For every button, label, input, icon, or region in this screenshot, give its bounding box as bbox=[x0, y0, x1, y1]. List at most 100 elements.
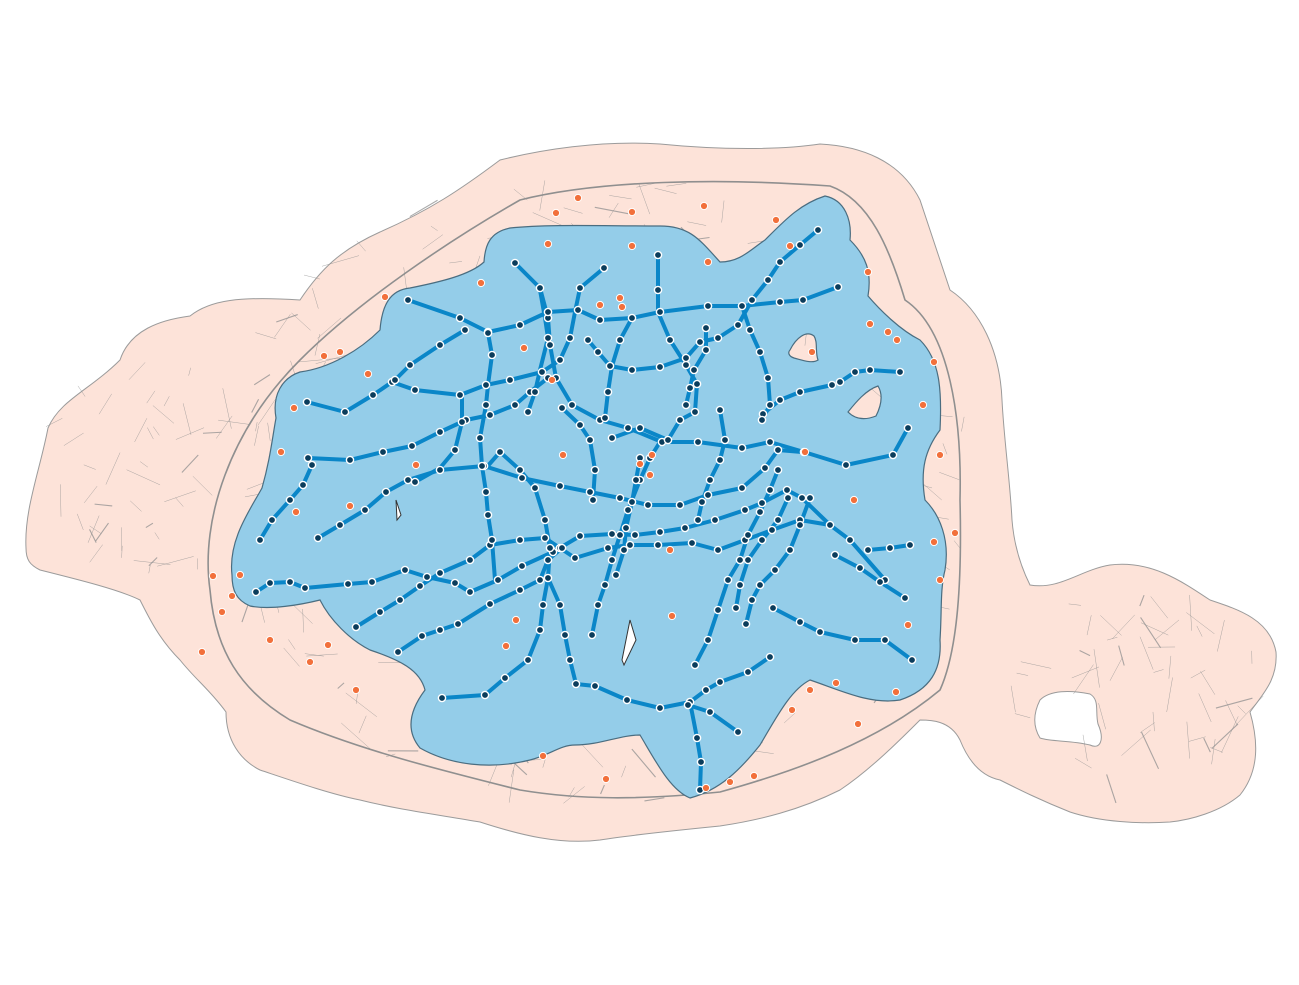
poi-marker[interactable] bbox=[197, 647, 207, 657]
station-marker[interactable] bbox=[302, 397, 312, 407]
station-marker[interactable] bbox=[740, 505, 750, 515]
station-marker[interactable] bbox=[285, 495, 295, 505]
station-marker[interactable] bbox=[627, 313, 637, 323]
station-marker[interactable] bbox=[303, 453, 313, 463]
station-marker[interactable] bbox=[795, 387, 805, 397]
station-marker[interactable] bbox=[530, 483, 540, 493]
station-marker[interactable] bbox=[783, 493, 793, 503]
station-marker[interactable] bbox=[681, 360, 691, 370]
station-marker[interactable] bbox=[655, 527, 665, 537]
station-marker[interactable] bbox=[515, 535, 525, 545]
station-marker[interactable] bbox=[715, 455, 725, 465]
station-marker[interactable] bbox=[605, 361, 615, 371]
station-marker[interactable] bbox=[683, 700, 693, 710]
station-marker[interactable] bbox=[450, 445, 460, 455]
station-marker[interactable] bbox=[760, 463, 770, 473]
station-marker[interactable] bbox=[543, 555, 553, 565]
poi-marker[interactable] bbox=[950, 528, 960, 538]
station-marker[interactable] bbox=[767, 525, 777, 535]
poi-marker[interactable] bbox=[319, 351, 329, 361]
station-marker[interactable] bbox=[493, 575, 503, 585]
station-marker[interactable] bbox=[775, 297, 785, 307]
poi-marker[interactable] bbox=[511, 615, 521, 625]
station-marker[interactable] bbox=[611, 570, 621, 580]
station-marker[interactable] bbox=[545, 543, 555, 553]
station-marker[interactable] bbox=[885, 543, 895, 553]
poi-marker[interactable] bbox=[929, 357, 939, 367]
station-marker[interactable] bbox=[713, 545, 723, 555]
station-marker[interactable] bbox=[797, 493, 807, 503]
poi-marker[interactable] bbox=[265, 635, 275, 645]
station-marker[interactable] bbox=[535, 625, 545, 635]
station-marker[interactable] bbox=[735, 580, 745, 590]
station-marker[interactable] bbox=[417, 631, 427, 641]
poi-marker[interactable] bbox=[476, 278, 486, 288]
station-marker[interactable] bbox=[517, 473, 527, 483]
station-marker[interactable] bbox=[403, 295, 413, 305]
station-marker[interactable] bbox=[560, 630, 570, 640]
station-marker[interactable] bbox=[733, 320, 743, 330]
station-marker[interactable] bbox=[590, 465, 600, 475]
station-marker[interactable] bbox=[747, 595, 757, 605]
station-marker[interactable] bbox=[607, 529, 617, 539]
station-marker[interactable] bbox=[835, 377, 845, 387]
station-marker[interactable] bbox=[453, 619, 463, 629]
station-marker[interactable] bbox=[530, 387, 540, 397]
station-marker[interactable] bbox=[763, 373, 773, 383]
station-marker[interactable] bbox=[485, 599, 495, 609]
station-marker[interactable] bbox=[495, 447, 505, 457]
poi-marker[interactable] bbox=[363, 369, 373, 379]
station-marker[interactable] bbox=[701, 323, 711, 333]
station-marker[interactable] bbox=[775, 395, 785, 405]
station-marker[interactable] bbox=[782, 485, 792, 495]
station-marker[interactable] bbox=[465, 555, 475, 565]
station-marker[interactable] bbox=[615, 493, 625, 503]
station-marker[interactable] bbox=[298, 480, 308, 490]
station-marker[interactable] bbox=[603, 543, 613, 553]
station-marker[interactable] bbox=[435, 340, 445, 350]
station-marker[interactable] bbox=[480, 690, 490, 700]
station-marker[interactable] bbox=[643, 500, 653, 510]
station-marker[interactable] bbox=[675, 415, 685, 425]
poi-marker[interactable] bbox=[645, 470, 655, 480]
station-marker[interactable] bbox=[775, 257, 785, 267]
station-marker[interactable] bbox=[655, 362, 665, 372]
station-marker[interactable] bbox=[765, 485, 775, 495]
poi-marker[interactable] bbox=[749, 771, 759, 781]
station-marker[interactable] bbox=[335, 520, 345, 530]
station-marker[interactable] bbox=[875, 577, 885, 587]
station-marker[interactable] bbox=[805, 493, 815, 503]
station-marker[interactable] bbox=[795, 617, 805, 627]
station-marker[interactable] bbox=[703, 490, 713, 500]
poi-marker[interactable] bbox=[883, 327, 893, 337]
station-marker[interactable] bbox=[713, 333, 723, 343]
station-marker[interactable] bbox=[555, 481, 565, 491]
station-marker[interactable] bbox=[390, 375, 400, 385]
station-marker[interactable] bbox=[457, 417, 467, 427]
station-marker[interactable] bbox=[737, 483, 747, 493]
station-marker[interactable] bbox=[692, 733, 702, 743]
station-marker[interactable] bbox=[378, 447, 388, 457]
station-marker[interactable] bbox=[395, 595, 405, 605]
poi-marker[interactable] bbox=[345, 501, 355, 511]
station-marker[interactable] bbox=[695, 337, 705, 347]
poi-marker[interactable] bbox=[615, 293, 625, 303]
poi-marker[interactable] bbox=[323, 640, 333, 650]
station-marker[interactable] bbox=[741, 619, 751, 629]
station-marker[interactable] bbox=[575, 283, 585, 293]
station-marker[interactable] bbox=[768, 603, 778, 613]
station-marker[interactable] bbox=[505, 375, 515, 385]
station-marker[interactable] bbox=[405, 360, 415, 370]
poi-marker[interactable] bbox=[800, 447, 810, 457]
poi-marker[interactable] bbox=[892, 335, 902, 345]
station-marker[interactable] bbox=[795, 240, 805, 250]
station-marker[interactable] bbox=[455, 313, 465, 323]
station-marker[interactable] bbox=[313, 533, 323, 543]
station-marker[interactable] bbox=[567, 400, 577, 410]
station-marker[interactable] bbox=[755, 347, 765, 357]
station-marker[interactable] bbox=[701, 345, 711, 355]
station-marker[interactable] bbox=[687, 538, 697, 548]
station-marker[interactable] bbox=[630, 530, 640, 540]
station-marker[interactable] bbox=[813, 225, 823, 235]
poi-marker[interactable] bbox=[807, 347, 817, 357]
